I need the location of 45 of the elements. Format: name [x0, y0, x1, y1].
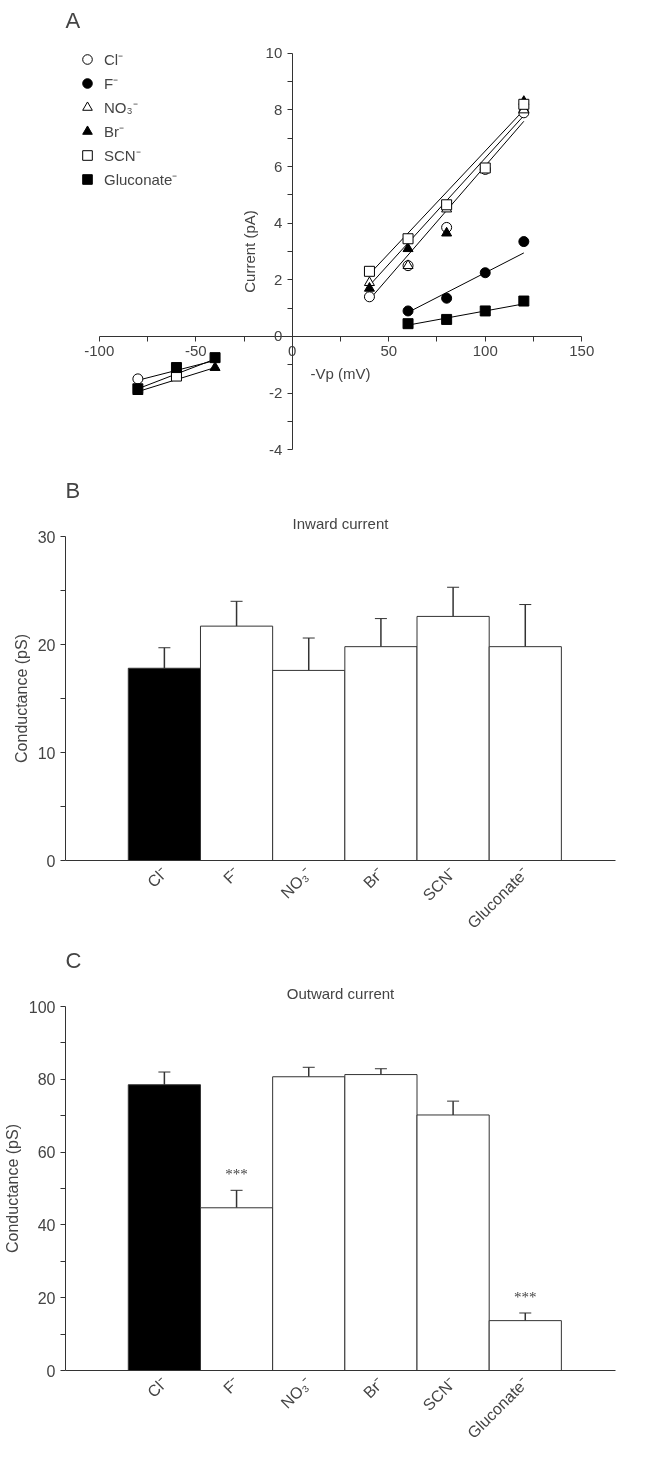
y-tick-label: 0 [46, 1362, 56, 1380]
x-tick-label: F⁻ [220, 1374, 243, 1397]
chart-title: Outward current [286, 984, 396, 1002]
chart-title: Inward current [292, 514, 390, 532]
y-tick-label: 20 [37, 636, 56, 654]
y-tick-label: 8 [273, 100, 283, 118]
y-tick-label: 2 [273, 270, 283, 288]
x-tick-label: 50 [380, 342, 398, 360]
y-tick-label: 40 [37, 1216, 56, 1234]
legend-label: NO₃⁻ [104, 98, 138, 118]
y-axis-title: Conductance (pS) [12, 634, 30, 763]
x-tick-label: F⁻ [220, 864, 243, 887]
x-tick-label: 150 [569, 342, 595, 360]
y-tick-label: 100 [28, 998, 56, 1016]
y-tick-label: 30 [37, 528, 56, 546]
legend-label: F⁻ [104, 74, 120, 94]
y-tick-label: 0 [46, 852, 56, 870]
x-tick-label: Br⁻ [360, 864, 387, 892]
y-axis-title: Current (pA) [240, 210, 258, 293]
legend-label: Cl⁻ [104, 50, 124, 70]
y-tick-label: 10 [37, 744, 56, 762]
x-tick-label: 100 [472, 342, 498, 360]
y-tick-label: -2 [268, 384, 283, 402]
y-tick-label: 80 [37, 1071, 56, 1089]
legend-label: Br⁻ [104, 122, 124, 142]
y-tick-label: 20 [37, 1289, 56, 1307]
y-tick-label: 60 [37, 1144, 56, 1162]
legend-label: Gluconate⁻ [104, 170, 178, 190]
x-tick-label: Br⁻ [360, 1374, 387, 1402]
text: A [65, 7, 81, 33]
y-tick-label: 6 [273, 157, 283, 175]
y-tick-label: -4 [268, 440, 283, 458]
text: B [65, 477, 81, 503]
y-axis-title: Conductance (pS) [3, 1124, 21, 1253]
annotation: *** [514, 1288, 537, 1305]
y-tick-label: 4 [273, 214, 283, 232]
x-tick-label: Cl⁻ [144, 864, 171, 891]
legend-label: SCN⁻ [104, 146, 141, 166]
x-tick-label: -100 [84, 342, 115, 360]
x-axis-title: -Vp (mV) [310, 364, 371, 382]
annotation: *** [225, 1166, 248, 1183]
x-tick-label: -50 [184, 342, 207, 360]
y-tick-label: 10 [265, 44, 283, 62]
x-tick-label: Cl⁻ [144, 1374, 171, 1401]
text: C [65, 947, 82, 973]
